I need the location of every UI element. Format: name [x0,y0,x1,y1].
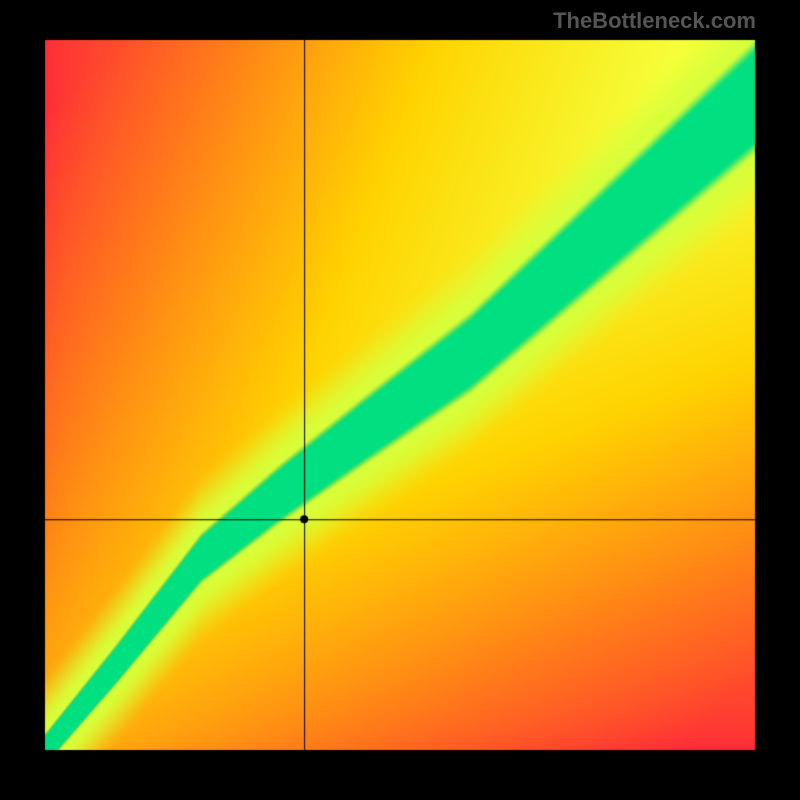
watermark-text: TheBottleneck.com [553,8,756,34]
bottleneck-heatmap-canvas [0,0,800,800]
chart-container: TheBottleneck.com [0,0,800,800]
